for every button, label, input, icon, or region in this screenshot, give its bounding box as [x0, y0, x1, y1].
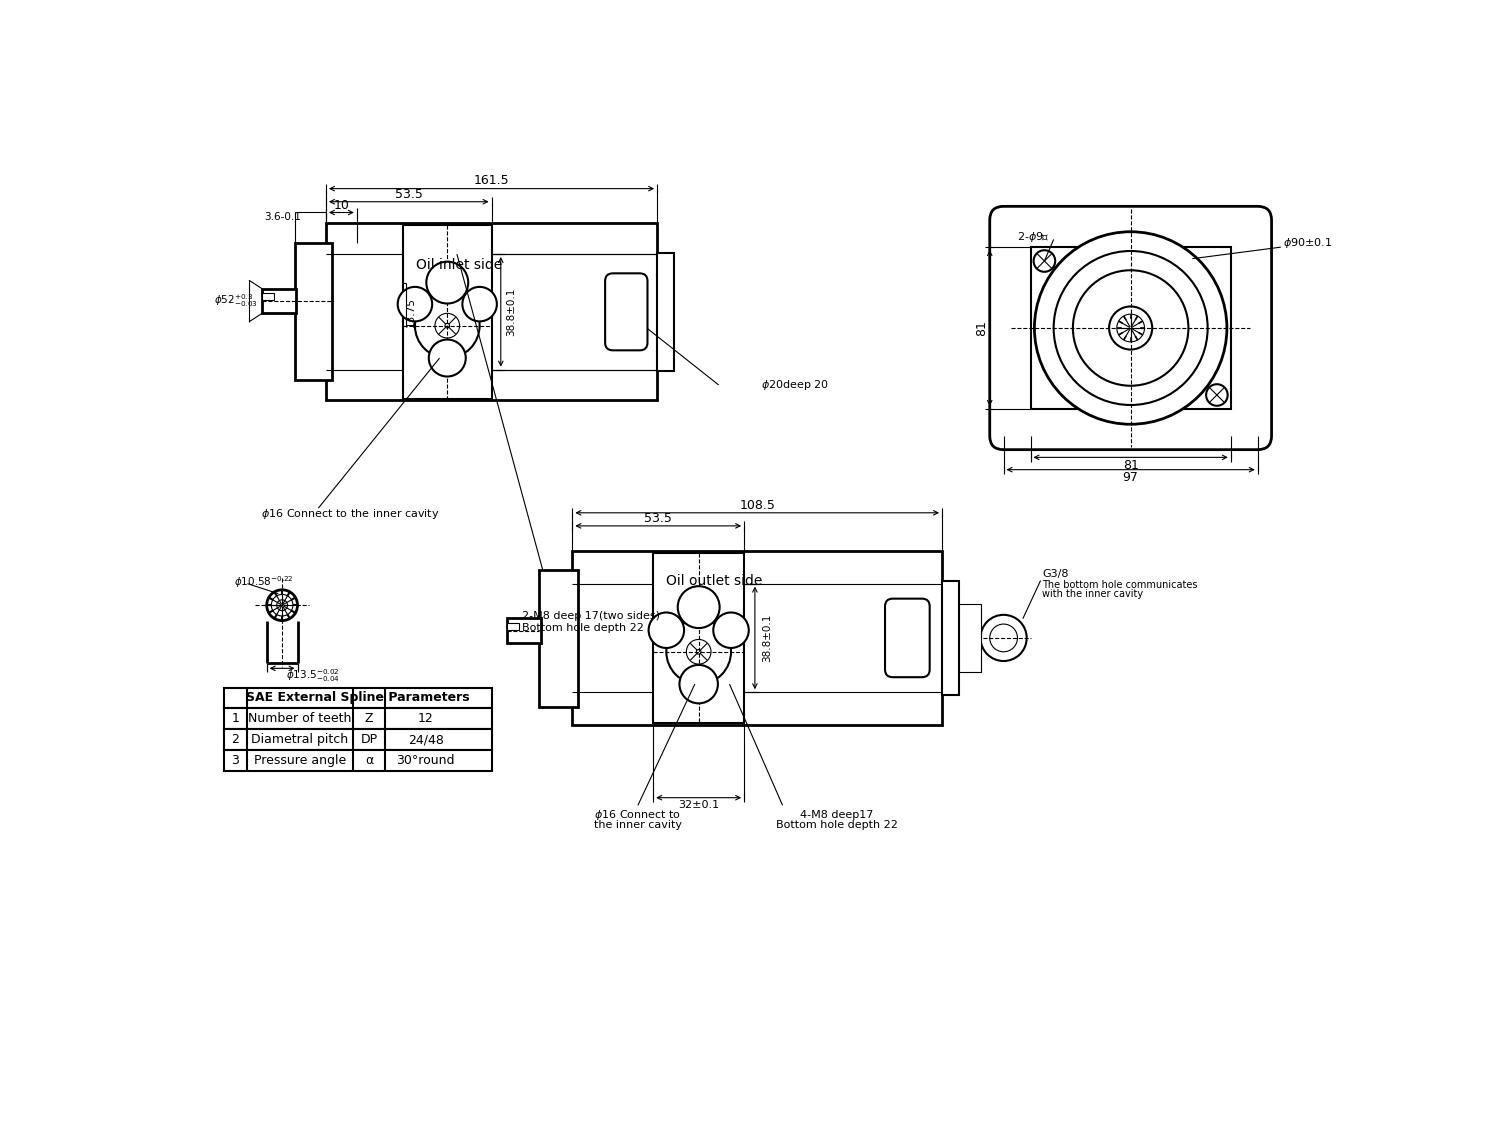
Circle shape: [714, 612, 748, 648]
Bar: [507, 618, 542, 643]
Circle shape: [1118, 314, 1144, 341]
Circle shape: [429, 339, 466, 377]
Circle shape: [1053, 251, 1208, 405]
Text: 1: 1: [231, 713, 238, 725]
FancyBboxPatch shape: [604, 273, 648, 351]
Text: 12: 12: [419, 713, 434, 725]
Text: 2-$\phi$9通: 2-$\phi$9通: [1017, 231, 1050, 244]
Text: 2-M8 deep 17(two sides): 2-M8 deep 17(two sides): [522, 611, 660, 621]
Circle shape: [1072, 271, 1188, 386]
Text: 3.6-0.1: 3.6-0.1: [264, 212, 300, 223]
Circle shape: [1108, 306, 1152, 349]
Text: Diametral pitch: Diametral pitch: [252, 733, 348, 746]
Text: 4-M8 deep17: 4-M8 deep17: [800, 811, 873, 820]
Bar: [262, 289, 296, 313]
Text: Oil outlet side: Oil outlet side: [666, 573, 762, 588]
Text: SAE External Spline Parameters: SAE External Spline Parameters: [246, 692, 470, 705]
Bar: [224, 687, 492, 708]
Text: 81: 81: [975, 320, 988, 336]
Circle shape: [687, 640, 711, 665]
Circle shape: [1034, 250, 1054, 272]
Text: $\phi$20deep 20: $\phi$20deep 20: [760, 378, 830, 392]
Circle shape: [696, 650, 700, 654]
Bar: [654, 553, 744, 723]
Circle shape: [678, 586, 720, 628]
FancyBboxPatch shape: [990, 207, 1272, 450]
Text: 53.5: 53.5: [394, 187, 423, 201]
Text: DP: DP: [360, 733, 378, 746]
Bar: [326, 224, 657, 401]
Text: Oil inlet side: Oil inlet side: [416, 258, 503, 272]
Circle shape: [981, 614, 1026, 661]
Text: Bottom hole depth 22: Bottom hole depth 22: [522, 622, 644, 633]
FancyBboxPatch shape: [885, 598, 930, 677]
Circle shape: [435, 313, 459, 338]
Bar: [1030, 247, 1231, 409]
Text: 38.8±0.1: 38.8±0.1: [762, 613, 772, 662]
Circle shape: [446, 323, 450, 328]
Text: $\phi$16 Connect to: $\phi$16 Connect to: [594, 809, 681, 822]
Text: 13.75: 13.75: [405, 297, 416, 327]
Circle shape: [398, 287, 432, 321]
Circle shape: [433, 268, 460, 297]
Bar: [507, 622, 519, 630]
Text: 38.8±0.1: 38.8±0.1: [507, 288, 516, 336]
Bar: [657, 252, 674, 371]
Text: Pressure angle: Pressure angle: [254, 754, 346, 767]
Text: The bottom hole communicates: The bottom hole communicates: [1042, 580, 1197, 590]
Text: with the inner cavity: with the inner cavity: [1042, 589, 1143, 600]
Circle shape: [686, 593, 712, 621]
Text: Z: Z: [364, 713, 374, 725]
Text: 3: 3: [231, 754, 238, 767]
Circle shape: [276, 600, 288, 611]
Bar: [224, 708, 492, 730]
Text: 2: 2: [231, 733, 238, 746]
Text: Number of teeth: Number of teeth: [248, 713, 351, 725]
Text: 81: 81: [1122, 459, 1138, 472]
Circle shape: [416, 293, 480, 359]
Text: 30°round: 30°round: [396, 754, 454, 767]
Text: 161.5: 161.5: [474, 175, 510, 187]
Text: $\phi$13.5$^{-0.02}_{-0.04}$: $\phi$13.5$^{-0.02}_{-0.04}$: [286, 668, 340, 684]
Text: 97: 97: [1122, 471, 1138, 484]
Bar: [224, 750, 492, 771]
Bar: [262, 292, 274, 299]
Text: 53.5: 53.5: [645, 512, 672, 524]
Circle shape: [1206, 384, 1227, 405]
Bar: [942, 580, 958, 695]
Bar: [296, 243, 332, 380]
Circle shape: [462, 287, 496, 321]
Circle shape: [693, 602, 703, 612]
Bar: [958, 604, 981, 673]
Text: $\phi$52$^{+0.3}_{-0.03}$: $\phi$52$^{+0.3}_{-0.03}$: [214, 292, 258, 309]
Circle shape: [648, 612, 684, 648]
Bar: [540, 570, 578, 707]
Text: α: α: [364, 754, 374, 767]
Circle shape: [426, 262, 468, 304]
Text: $\phi$10.58$^{-0.22}$: $\phi$10.58$^{-0.22}$: [234, 574, 294, 590]
Text: 24/48: 24/48: [408, 733, 444, 746]
Bar: [404, 225, 492, 399]
Bar: [573, 552, 942, 724]
Text: Bottom hole depth 22: Bottom hole depth 22: [776, 820, 897, 830]
Text: 10: 10: [333, 199, 350, 212]
Circle shape: [1035, 232, 1227, 424]
Circle shape: [442, 278, 453, 288]
Text: 108.5: 108.5: [740, 499, 776, 512]
Text: $\phi$90±0.1: $\phi$90±0.1: [1282, 236, 1332, 250]
Text: the inner cavity: the inner cavity: [594, 820, 682, 830]
Circle shape: [666, 619, 730, 684]
Text: $\phi$16 Connect to the inner cavity: $\phi$16 Connect to the inner cavity: [261, 507, 440, 522]
Bar: [224, 730, 492, 750]
Text: 32±0.1: 32±0.1: [678, 801, 718, 811]
Circle shape: [267, 589, 297, 620]
Text: G3/8: G3/8: [1042, 570, 1068, 579]
Circle shape: [990, 624, 1017, 652]
Circle shape: [680, 665, 718, 703]
Circle shape: [272, 595, 292, 616]
